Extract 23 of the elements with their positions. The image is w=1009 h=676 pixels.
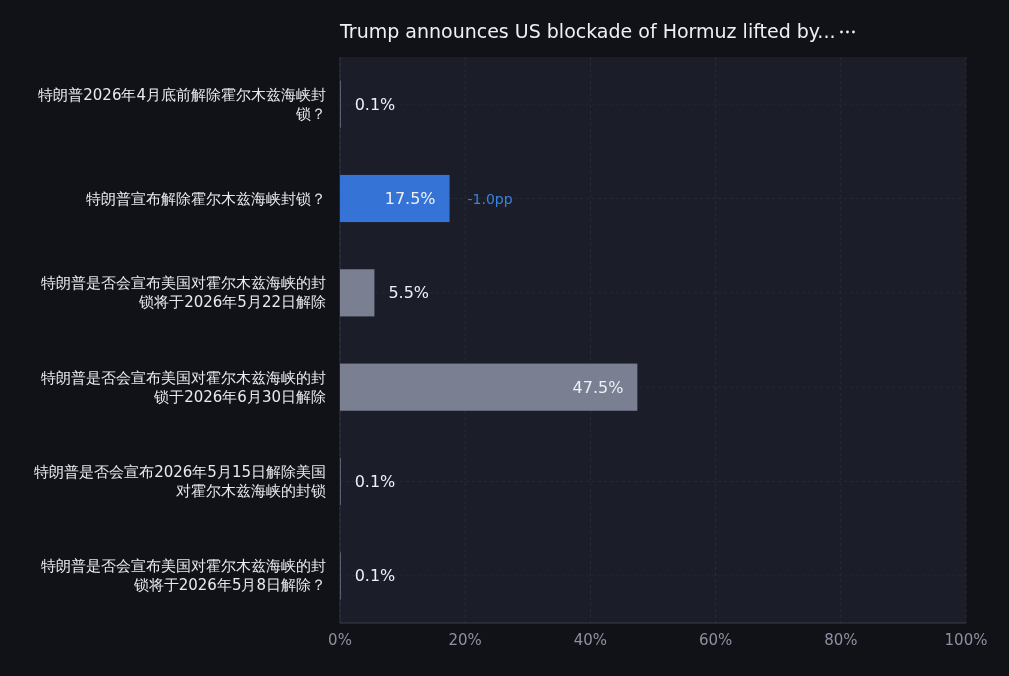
data-label: 47.5% bbox=[572, 377, 624, 397]
data-label: 17.5% bbox=[384, 189, 436, 208]
data-label: 0.1% bbox=[354, 94, 396, 114]
y-tick-label: 特朗普是否会宣布美国对霍尔木兹海峡的封锁将于2026年5月22日解除 bbox=[41, 274, 326, 312]
data-label: 5.5% bbox=[388, 283, 430, 303]
annotation: -1.0pp bbox=[467, 190, 513, 207]
x-tick-label: 100% bbox=[944, 631, 988, 649]
x-tick-label: 20% bbox=[448, 631, 482, 649]
chart-title: Trump announces US blockade of Hormuz lifted by... bbox=[339, 20, 836, 42]
y-tick-label: 特朗普是否会宣布2026年5月15日解除美国对霍尔木兹海峡的封锁 bbox=[34, 463, 326, 500]
y-tick-label: 特朗普是否会宣布美国对霍尔木兹海峡的封锁于2026年6月30日解除 bbox=[41, 368, 326, 406]
x-tick-label: 0% bbox=[328, 631, 352, 649]
data-label: 0.1% bbox=[354, 566, 396, 586]
x-tick-label: 60% bbox=[698, 631, 733, 649]
y-tick-label: 特朗普是否会宣布美国对霍尔木兹海峡的封锁将于2026年5月8日解除？ bbox=[41, 557, 326, 595]
data-label: 0.1% bbox=[354, 472, 396, 491]
bar bbox=[340, 363, 638, 411]
y-tick-label: 特朗普2026年4月底前解除霍尔木兹海峡封锁？ bbox=[38, 85, 326, 123]
bar bbox=[340, 269, 375, 317]
y-tick-label: 特朗普宣布解除霍尔木兹海峡封锁？ bbox=[86, 189, 326, 208]
bar bbox=[340, 174, 450, 223]
x-tick-label: 80% bbox=[824, 631, 858, 649]
x-tick-label: 40% bbox=[573, 631, 608, 649]
